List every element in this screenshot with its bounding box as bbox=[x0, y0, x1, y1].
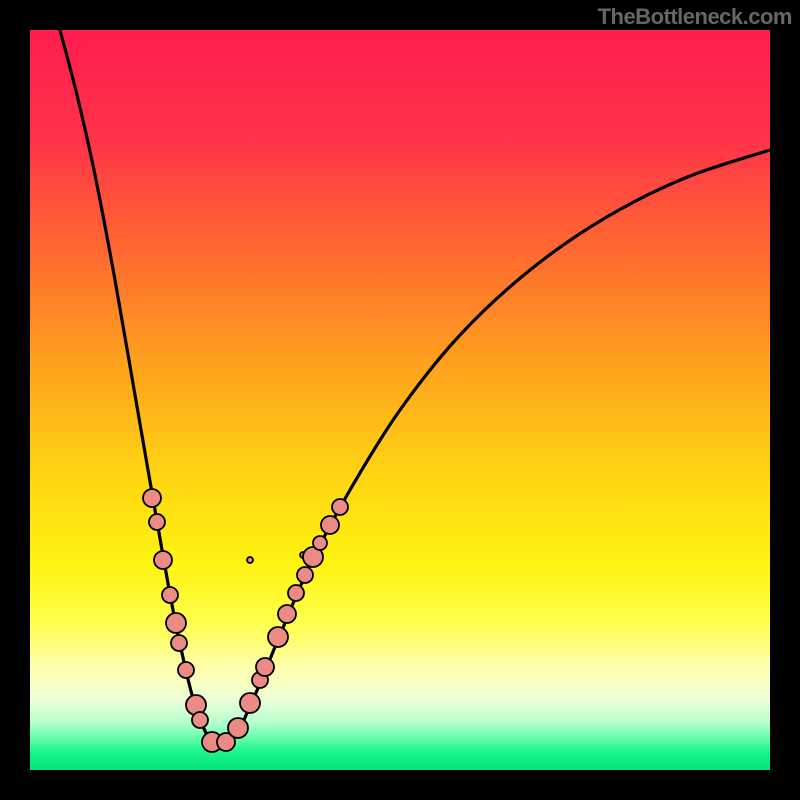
marker-point bbox=[313, 536, 327, 550]
marker-point bbox=[228, 718, 248, 738]
marker-point bbox=[192, 712, 208, 728]
marker-point bbox=[332, 499, 348, 515]
marker-point bbox=[268, 627, 288, 647]
marker-point bbox=[171, 635, 187, 651]
marker-point bbox=[278, 605, 296, 623]
marker-point bbox=[247, 557, 253, 563]
marker-point bbox=[154, 551, 172, 569]
watermark-text: TheBottleneck.com bbox=[598, 4, 792, 30]
marker-point bbox=[162, 587, 178, 603]
marker-point bbox=[288, 585, 304, 601]
marker-point bbox=[143, 489, 161, 507]
marker-point bbox=[178, 662, 194, 678]
marker-point bbox=[297, 567, 313, 583]
marker-point bbox=[166, 613, 186, 633]
marker-point bbox=[321, 516, 339, 534]
chart-root: TheBottleneck.com bbox=[0, 0, 800, 800]
marker-point bbox=[149, 514, 165, 530]
marker-point bbox=[256, 658, 274, 676]
plot-background bbox=[30, 30, 770, 770]
marker-point bbox=[240, 693, 260, 713]
chart-svg bbox=[0, 0, 800, 800]
